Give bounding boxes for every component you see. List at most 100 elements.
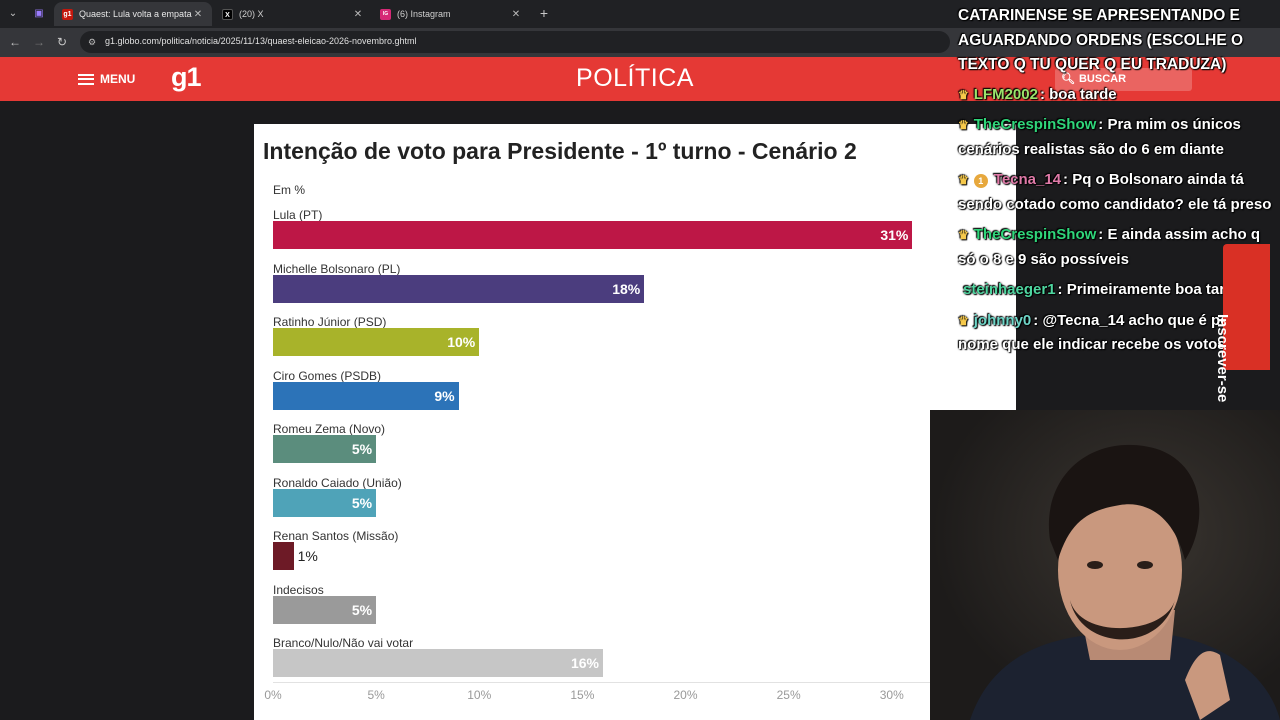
hamburger-menu-icon <box>78 73 94 85</box>
bar[interactable] <box>273 595 377 624</box>
crown-badge-icon: ♛ <box>958 313 969 328</box>
bar-value-label: 5% <box>351 601 373 618</box>
browser-toolbar: ← → ↻ ⚙ g1.globo.com/politica/noticia/20… <box>0 28 1280 57</box>
bar-category-label: Ratinho Júnior (PSD) <box>273 315 387 329</box>
bar[interactable] <box>273 435 377 463</box>
extension-icon[interactable]: ▣ <box>34 8 44 19</box>
bar-category-label: Branco/Nulo/Não vai votar <box>273 636 414 650</box>
bar[interactable] <box>273 221 913 249</box>
tab-title: (20) X <box>239 9 264 19</box>
bar-category-label: Renan Santos (Missão) <box>273 529 399 543</box>
new-tab-plus-icon[interactable]: + <box>539 5 549 21</box>
bar-value-label: 10% <box>447 334 476 350</box>
chat-text: : Primeiramente boa tarde. <box>1057 281 1247 298</box>
crown-badge-icon: ♛ <box>958 118 969 132</box>
chat-message: ♛ TheCrespinShow: E ainda assim acho q só… <box>958 223 1280 272</box>
stream-chat-overlay: CATARINENSE SE APRESENTANDO E AGUARDANDO… <box>958 4 1280 364</box>
x-tick-label: 20% <box>673 688 698 702</box>
chat-text: : boa tarde <box>1039 85 1117 103</box>
bar-value-label: 16% <box>570 655 599 671</box>
x-tick-label: 15% <box>570 688 595 702</box>
bar[interactable] <box>273 649 603 677</box>
streamer-webcam <box>930 410 1280 720</box>
bar-value-label: 9% <box>434 387 455 404</box>
bar-value-label: 31% <box>880 227 909 243</box>
search-button[interactable]: 🔍︎ BUSCAR <box>1055 68 1192 91</box>
chart-panel: Intenção de voto para Presidente - 1º tu… <box>254 124 1016 720</box>
subscribe-side-button[interactable]: Inscrever-se <box>1214 244 1270 402</box>
browser-tab-quaest[interactable]: g1 Quaest: Lula volta a empatar te ✕ <box>54 2 212 26</box>
forward-arrow-icon[interactable]: → <box>33 35 45 49</box>
tab-search-chevron-icon[interactable]: ⌄ <box>8 8 18 19</box>
chat-text: : @Tecna_14 acho que é pq o nome que ele… <box>958 311 1243 354</box>
bar-category-label: Romeu Zema (Novo) <box>273 422 386 436</box>
back-arrow-icon[interactable]: ← <box>9 35 21 49</box>
sub-badge-icon: 1 <box>973 174 988 188</box>
x-tick-label: 0% <box>264 688 282 702</box>
tab-title: (6) Instagram <box>397 9 451 19</box>
chat-username[interactable]: LFM2002 <box>973 85 1038 103</box>
close-tab-icon[interactable]: ✕ <box>353 8 363 20</box>
bar[interactable] <box>273 328 480 356</box>
chat-message: ♛ LFM2002: boa tarde <box>958 83 1280 108</box>
bar[interactable] <box>273 542 294 570</box>
instagram-favicon-icon: IG <box>380 8 391 20</box>
bar-value-label: 1% <box>297 548 318 564</box>
tab-title: Quaest: Lula volta a empatar te <box>79 9 192 19</box>
chat-message: ♛ TheCrespinShow: Pra mim os únicos cenár… <box>958 113 1280 162</box>
chat-text: : Pra mim os únicos cenários realistas s… <box>958 116 1241 158</box>
bar-category-label: Indecisos <box>273 582 324 597</box>
crown-badge-icon: ♛ <box>958 228 969 242</box>
x-favicon-icon: X <box>222 8 233 20</box>
chat-username[interactable]: TheCrespinShow <box>973 226 1097 243</box>
g1-favicon-icon: g1 <box>62 8 73 20</box>
section-title[interactable]: POLÍTICA <box>576 64 694 92</box>
address-bar[interactable]: ⚙ g1.globo.com/politica/noticia/2025/11/… <box>80 31 950 53</box>
bar-value-label: 5% <box>351 494 373 511</box>
bar[interactable] <box>273 488 377 517</box>
chat-username[interactable]: TheCrespinShow <box>973 116 1097 133</box>
menu-button[interactable]: MENU <box>78 70 135 88</box>
x-axis-line <box>273 682 933 683</box>
bar-value-label: 18% <box>612 280 641 297</box>
url-text: g1.globo.com/politica/noticia/2025/11/13… <box>105 36 417 46</box>
bar[interactable] <box>273 274 645 303</box>
browser-tab-strip: ⌄ ▣ g1 Quaest: Lula volta a empatar te ✕… <box>0 0 1280 28</box>
subscribe-label: Inscrever-se <box>1214 314 1231 403</box>
bar-value-label: 5% <box>351 441 373 457</box>
site-info-icon[interactable]: ⚙ <box>88 37 97 47</box>
search-icon: 🔍︎ <box>1061 73 1075 85</box>
x-tick-label: 25% <box>776 688 801 702</box>
x-tick-label: 30% <box>879 688 904 702</box>
crown-badge-icon: ♛ <box>958 173 969 187</box>
chat-message: ♛ 1 Tecna_14: Pq o Bolsonaro ainda tá send… <box>958 168 1280 217</box>
browser-tab-instagram[interactable]: IG (6) Instagram ✕ <box>372 2 530 26</box>
chat-username[interactable]: steinhaeger1 <box>963 281 1056 298</box>
chat-message: ♛ johnny0: @Tecna_14 acho que é pq o nome… <box>958 309 1280 358</box>
chat-pinned-message: CATARINENSE SE APRESENTANDO E AGUARDANDO… <box>958 7 1244 73</box>
reload-icon[interactable]: ↻ <box>56 35 68 49</box>
site-header: MENU g1 POLÍTICA 🔍︎ BUSCAR <box>0 57 1280 101</box>
browser-tab-x[interactable]: X (20) X ✕ <box>214 2 372 26</box>
search-label: BUSCAR <box>1078 73 1127 85</box>
chat-username[interactable]: Tecna_14 <box>993 171 1062 188</box>
chat-text: : Pq o Bolsonaro ainda tá sendo cotado c… <box>958 171 1272 213</box>
chat-message: steinhaeger1: Primeiramente boa tarde. <box>958 278 1280 303</box>
x-tick-label: 10% <box>467 688 492 702</box>
menu-label: MENU <box>100 72 136 86</box>
chart-unit-label: Em % <box>273 183 306 197</box>
chat-username[interactable]: johnny0 <box>973 311 1032 329</box>
crown-badge-icon: ♛ <box>958 87 969 102</box>
streamer-figure <box>970 444 1280 720</box>
bar-category-label: Michelle Bolsonaro (PL) <box>273 261 401 276</box>
bar[interactable] <box>273 381 459 410</box>
chat-text: : E ainda assim acho q só o 8 e 9 são po… <box>958 226 1260 268</box>
bar-category-label: Ronaldo Caiado (União) <box>273 475 402 490</box>
x-tick-label: 5% <box>367 688 385 702</box>
g1-logo[interactable]: g1 <box>171 62 201 92</box>
close-tab-icon[interactable]: ✕ <box>193 8 203 20</box>
bar-category-label: Ciro Gomes (PSDB) <box>273 368 382 383</box>
bar-category-label: Lula (PT) <box>273 208 323 222</box>
close-tab-icon[interactable]: ✕ <box>511 8 521 20</box>
chart-title: Intenção de voto para Presidente - 1º tu… <box>263 138 857 164</box>
